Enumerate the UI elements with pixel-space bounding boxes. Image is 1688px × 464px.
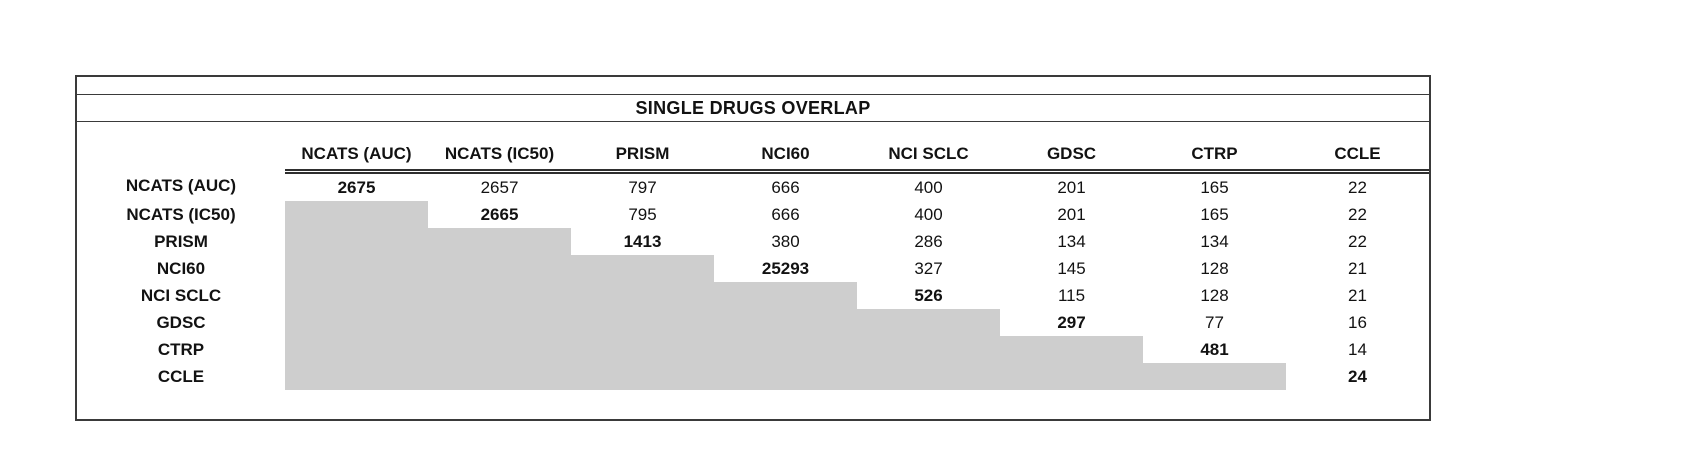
row-label-prism: PRISM: [154, 231, 208, 251]
column-header-prism: PRISM: [571, 122, 714, 174]
shaded-empty-cell: [285, 201, 428, 228]
shaded-empty-cell: [428, 309, 571, 336]
table-row-prism: PRISM 1413 380 286 134 134 22: [77, 228, 1429, 255]
value-cell-ncats-auc-x-prism: 797: [628, 177, 657, 197]
value-cell-ncats-ic50-x-prism: 795: [628, 204, 657, 224]
row-label-ncats-ic50: NCATS (IC50): [126, 204, 236, 224]
shaded-empty-cell: [428, 255, 571, 282]
value-cell-ncats-auc-x-ctrp: 165: [1200, 177, 1229, 197]
shaded-empty-cell: [1000, 336, 1143, 363]
value-cell-ncats-auc-x-ncats-ic50: 2657: [480, 177, 519, 197]
table-header-row: NCATS (AUC) NCATS (IC50) PRISM NCI60 NCI SCL…: [77, 122, 1429, 174]
table-body: NCATS (AUC) 2675 2657 797 666 400 201 165 22 NCAT…: [77, 172, 1429, 390]
value-cell-prism-x-ctrp: 134: [1200, 231, 1229, 251]
shaded-empty-cell: [571, 336, 714, 363]
row-label-ncats-auc: NCATS (AUC): [125, 176, 237, 196]
row-label-gdsc: GDSC: [156, 312, 206, 332]
shaded-empty-cell: [857, 363, 1000, 390]
value-cell-nci60-x-ctrp: 128: [1200, 258, 1229, 278]
value-cell-nci-sclc-x-ctrp: 128: [1200, 285, 1229, 305]
column-header-ncats-auc: NCATS (AUC): [285, 122, 428, 174]
value-cell-ncats-auc-x-ccle: 22: [1348, 177, 1367, 197]
value-cell-gdsc-x-ccle: 16: [1348, 312, 1367, 332]
value-cell-ccle-x-ccle: 24: [1348, 366, 1367, 386]
table-row-nci60: NCI60 25293 327 145 128 21: [77, 255, 1429, 282]
column-header-ncats-ic50: NCATS (IC50): [428, 122, 571, 174]
shaded-empty-cell: [714, 336, 857, 363]
value-cell-ncats-auc-x-ncats-auc: 2675: [337, 177, 376, 197]
value-cell-ncats-ic50-x-nci60: 666: [771, 204, 800, 224]
shaded-empty-cell: [285, 363, 428, 390]
column-header-ctrp: CTRP: [1143, 122, 1286, 174]
table-row-ncats-ic50: NCATS (IC50) 2665 795 666 400 201 165 22: [77, 201, 1429, 228]
value-cell-prism-x-gdsc: 134: [1057, 231, 1086, 251]
shaded-empty-cell: [571, 363, 714, 390]
shaded-empty-cell: [571, 255, 714, 282]
value-cell-ncats-auc-x-nci60: 666: [771, 177, 800, 197]
value-cell-nci60-x-gdsc: 145: [1057, 258, 1086, 278]
top-empty-row: [77, 77, 1429, 95]
shaded-empty-cell: [857, 336, 1000, 363]
value-cell-ncats-auc-x-nci-sclc: 400: [914, 177, 943, 197]
table-row-ccle: CCLE 24: [77, 363, 1429, 390]
shaded-empty-cell: [857, 309, 1000, 336]
shaded-empty-cell: [428, 336, 571, 363]
shaded-empty-cell: [428, 282, 571, 309]
shaded-empty-cell: [714, 282, 857, 309]
value-cell-prism-x-nci60: 380: [771, 231, 800, 251]
value-cell-nci-sclc-x-gdsc: 115: [1057, 285, 1086, 305]
shaded-empty-cell: [285, 228, 428, 255]
value-cell-nci60-x-ccle: 21: [1348, 258, 1367, 278]
value-cell-nci-sclc-x-nci-sclc: 526: [914, 285, 943, 305]
shaded-empty-cell: [1143, 363, 1286, 390]
value-cell-prism-x-ccle: 22: [1348, 231, 1367, 251]
row-label-nci60: NCI60: [156, 258, 206, 278]
table-row-ctrp: CTRP 481 14: [77, 336, 1429, 363]
shaded-empty-cell: [285, 282, 428, 309]
value-cell-ncats-ic50-x-ncats-ic50: 2665: [480, 204, 519, 224]
table-row-nci-sclc: NCI SCLC 526 115 128 21: [77, 282, 1429, 309]
value-cell-ncats-ic50-x-ccle: 22: [1348, 204, 1367, 224]
corner-cell: [77, 122, 285, 172]
value-cell-ncats-ic50-x-ctrp: 165: [1200, 204, 1229, 224]
value-cell-ncats-ic50-x-nci-sclc: 400: [914, 204, 943, 224]
shaded-empty-cell: [285, 255, 428, 282]
table-row-ncats-auc: NCATS (AUC) 2675 2657 797 666 400 201 165 22: [77, 172, 1429, 202]
column-header-gdsc: GDSC: [1000, 122, 1143, 174]
row-label-nci-sclc: NCI SCLC: [140, 285, 222, 305]
shaded-empty-cell: [714, 363, 857, 390]
row-label-ctrp: CTRP: [157, 339, 205, 359]
row-label-ccle: CCLE: [157, 366, 205, 386]
table-title: SINGLE DRUGS OVERLAP: [77, 95, 1429, 122]
shaded-empty-cell: [428, 363, 571, 390]
header-row: NCATS (AUC) NCATS (IC50) PRISM NCI60 NCI SCL…: [77, 122, 1429, 174]
column-header-nci60: NCI60: [714, 122, 857, 174]
column-header-ccle: CCLE: [1286, 122, 1429, 174]
shaded-empty-cell: [571, 309, 714, 336]
single-drugs-overlap-table: NCATS (AUC) NCATS (IC50) PRISM NCI60 NCI SCL…: [77, 122, 1429, 390]
value-cell-gdsc-x-gdsc: 297: [1057, 312, 1086, 332]
shaded-empty-cell: [1000, 363, 1143, 390]
value-cell-ncats-auc-x-gdsc: 201: [1057, 177, 1086, 197]
value-cell-prism-x-prism: 1413: [623, 231, 662, 251]
value-cell-nci60-x-nci-sclc: 327: [914, 258, 943, 278]
value-cell-gdsc-x-ctrp: 77: [1205, 312, 1224, 332]
value-cell-ctrp-x-ctrp: 481: [1200, 339, 1229, 359]
table-frame: SINGLE DRUGS OVERLAP NCATS (AUC) NCATS (I…: [75, 75, 1431, 421]
value-cell-prism-x-nci-sclc: 286: [914, 231, 943, 251]
shaded-empty-cell: [285, 309, 428, 336]
shaded-empty-cell: [714, 309, 857, 336]
value-cell-nci-sclc-x-ccle: 21: [1348, 285, 1367, 305]
value-cell-nci60-x-nci60: 25293: [761, 258, 810, 278]
column-header-nci-sclc: NCI SCLC: [857, 122, 1000, 174]
value-cell-ncats-ic50-x-gdsc: 201: [1057, 204, 1086, 224]
value-cell-ctrp-x-ccle: 14: [1348, 339, 1367, 359]
shaded-empty-cell: [571, 282, 714, 309]
shaded-empty-cell: [285, 336, 428, 363]
table-row-gdsc: GDSC 297 77 16: [77, 309, 1429, 336]
shaded-empty-cell: [428, 228, 571, 255]
